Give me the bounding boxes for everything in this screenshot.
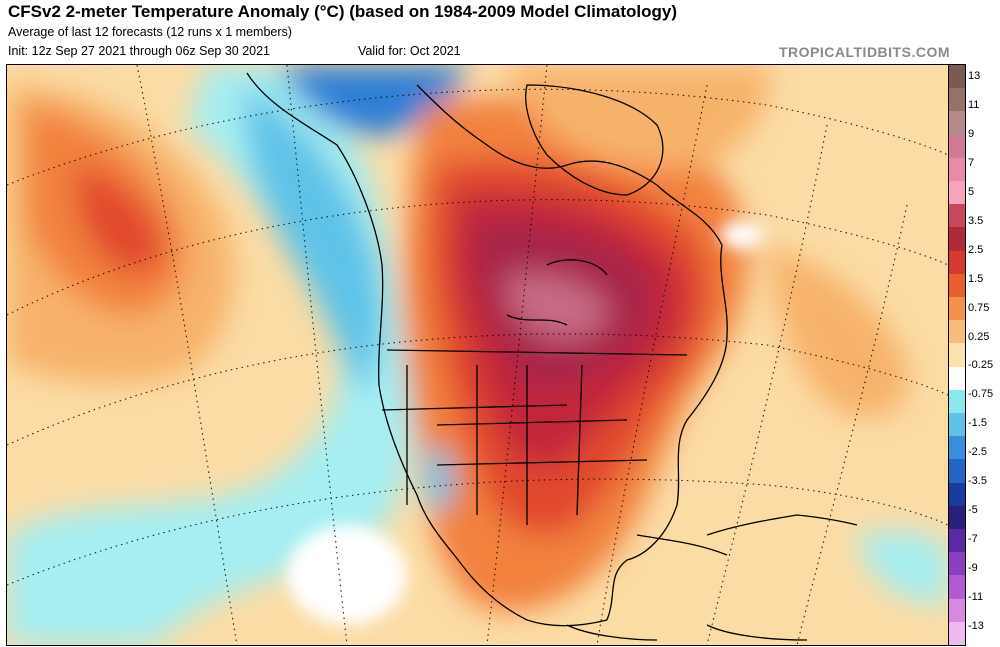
continent-warm-extreme [507,273,608,340]
colorbar-tick-label: -0.25 [968,359,994,372]
colorbar-tick-label: -9 [968,562,978,575]
graticule [7,65,948,645]
ne-pacific-hotspot [76,165,163,274]
colorbar-tick-label: -13 [968,620,984,632]
colorbar-segment [949,621,965,646]
colorbar-segment [949,482,965,507]
colorbar-segment [949,181,965,205]
source-watermark: TROPICALTIDBITS.COM [778,44,950,60]
colorbar-tick-label: 3.5 [968,214,984,227]
init-time: Init: 12z Sep 27 2021 through 06z Sep 30… [8,44,271,58]
colorbar-tick-label: -1.5 [968,417,987,430]
colorbar-segment [949,413,965,437]
greenland-warm [507,65,769,169]
colorbar-segment [949,297,965,321]
colorbar-segment [949,436,965,460]
colorbar-segment [949,552,965,576]
colorbar-tick-label: 13 [968,70,981,82]
colorbar-tick-label: 1.5 [968,272,984,285]
caribbean-cool [857,530,948,605]
colorbar-segment [949,227,965,252]
chart-title: CFSv2 2-meter Temperature Anomaly (°C) (… [8,2,678,21]
colorbar-segment [949,598,965,623]
colorbar-segment [949,389,965,414]
colorbar-segment [949,575,965,600]
atlantic-neutral-patch [720,221,764,249]
colorbar-segment [949,204,965,228]
colorbar-tick-label: -11 [968,591,984,604]
temperature-anomaly-map [6,64,949,646]
baja-cool [425,445,454,510]
colorbar-segment [949,320,965,344]
colorbar-segment [949,157,965,182]
colorbar-segment [949,88,965,112]
coastlines [246,72,858,641]
chart-subtitle: Average of last 12 forecasts (12 runs x … [8,25,292,39]
colorbar-segment [949,343,965,368]
alaska-cool-zone [245,85,382,395]
colorbar-tick-label: -0.75 [968,388,994,401]
atlantic-warm [767,245,909,418]
colorbar-tick-label: 7 [968,156,975,169]
colorbar-segment [949,505,965,530]
colorbar-tick-label: 0.25 [968,330,990,343]
colorbar-tick-label: 11 [968,98,980,111]
colorbar-tick-label: -7 [968,533,978,546]
colorbar-tick-label: 2.5 [968,243,984,256]
colorbar-segment [949,65,965,89]
colorbar-tick-label: -5 [968,504,978,517]
colorbar-segment [949,459,965,484]
colorbar-segment [949,250,965,275]
colorbar-tick-label: 9 [968,127,975,140]
pacific-neutral-patch [287,525,407,625]
colorbar [948,64,966,646]
colorbar-segment [949,366,965,391]
colorbar-segment [949,529,965,553]
colorbar-tick-label: 0.75 [968,301,990,314]
colorbar-segment [949,134,965,159]
colorbar-segment [949,273,965,298]
colorbar-segment [949,111,965,136]
valid-time: Valid for: Oct 2021 [358,44,461,58]
colorbar-tick-label: -3.5 [968,475,987,488]
colorbar-tick-label: -2.5 [968,446,987,459]
north-cool-zone [277,65,467,136]
colorbar-tick-label: 5 [968,185,975,198]
